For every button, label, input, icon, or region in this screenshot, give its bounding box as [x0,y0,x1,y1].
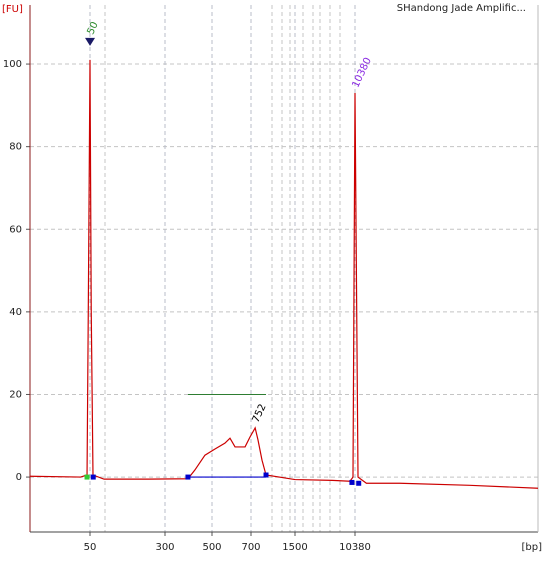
x-axis-label: [bp] [522,542,543,553]
y-tick-label: 20 [9,389,22,400]
marker [349,479,355,485]
ladder-grid [104,5,341,532]
x-tick-label: 1500 [282,542,307,553]
x-tick-label: 300 [155,542,174,553]
marker [263,472,269,478]
chart-title: SHandong Jade Amplific... [397,3,526,14]
y-tick-label: 80 [9,142,22,153]
peak-marker [85,37,95,46]
x-tick-label: 10380 [339,542,371,553]
y-tick-label: 100 [3,59,22,70]
peak-label: 50 [85,20,100,36]
x-tick-label: 700 [241,542,260,553]
y-tick-label: 0 [16,472,22,483]
y-axis-label: [FU] [2,4,23,15]
x-tick-label: 50 [84,542,97,553]
marker [356,480,362,486]
trace [29,59,539,489]
marker [90,474,96,480]
x-tick-label: 500 [202,542,221,553]
marker [84,474,90,480]
y-tick-label: 60 [9,224,22,235]
marker [185,474,191,480]
y-tick-label: 40 [9,307,22,318]
